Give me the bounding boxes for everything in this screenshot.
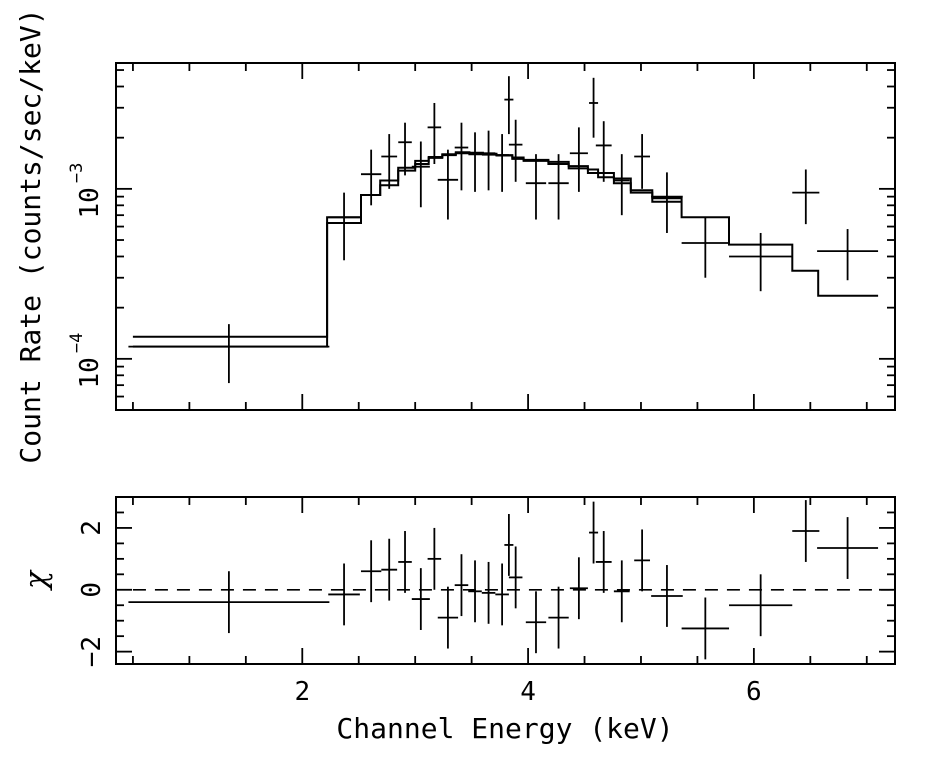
data-point <box>525 154 547 220</box>
residual-point <box>504 514 514 576</box>
data-point <box>360 149 382 206</box>
x-tick-labels: 2 4 6 <box>294 677 761 707</box>
residual-point <box>454 554 469 617</box>
y-tick-label-exponent: −4 <box>67 333 87 353</box>
residual-point <box>427 527 442 590</box>
residual-point <box>411 568 430 630</box>
residual-ticks <box>116 496 895 664</box>
data-point <box>495 134 509 192</box>
residual-point <box>613 560 630 623</box>
spectrum-y-tick-labels: 10−410−3 <box>67 163 105 389</box>
residual-point <box>651 565 683 627</box>
y-tick-label: 10−4 <box>67 333 105 389</box>
spectrum-panel-frame <box>115 62 896 411</box>
residual-point <box>481 561 496 624</box>
residual-point <box>681 597 730 660</box>
residual-point <box>817 517 879 579</box>
model-b-step-line <box>132 151 682 348</box>
spectrum-models <box>132 151 879 348</box>
residual-point <box>128 571 330 634</box>
residual-y-axis-label: χ <box>19 569 54 591</box>
spectrum-data-points <box>128 76 879 384</box>
residual-point <box>437 586 459 649</box>
data-point <box>128 324 330 384</box>
residual-panel-frame <box>115 496 896 665</box>
data-point <box>651 172 683 233</box>
data-point <box>634 134 651 189</box>
data-point <box>481 130 496 191</box>
y-tick-label: 2 <box>77 520 107 536</box>
data-point <box>589 77 599 138</box>
data-point <box>328 192 360 261</box>
residual-point <box>360 540 382 603</box>
data-point <box>437 149 459 220</box>
data-point <box>398 122 412 176</box>
model-a-step-line <box>132 152 879 338</box>
data-point <box>468 132 482 192</box>
residual-point <box>589 501 599 564</box>
spectrum-ticks <box>116 63 895 411</box>
spectrum-y-axis-label: Count Rate (counts/sec/keV) <box>14 8 47 463</box>
residual-point <box>634 529 651 592</box>
data-point <box>411 141 430 208</box>
x-axis-label: Channel Energy (keV) <box>336 712 673 745</box>
data-point <box>817 229 879 281</box>
data-point <box>548 154 569 220</box>
y-tick-label-base: 10 <box>75 187 105 218</box>
y-tick-label-exponent: −3 <box>67 163 87 183</box>
residual-point <box>525 591 547 654</box>
x-tick-label: 2 <box>294 677 310 707</box>
residual-point <box>548 586 569 649</box>
data-point <box>681 217 730 278</box>
residual-point <box>569 557 588 620</box>
residual-point <box>792 500 820 562</box>
residual-point <box>328 563 360 626</box>
y-tick-label: 10−3 <box>67 163 105 219</box>
data-point <box>454 122 469 191</box>
residual-point <box>729 574 793 637</box>
data-point <box>381 134 398 189</box>
residual-y-tick-labels: −2 0 2 <box>77 520 107 667</box>
data-point <box>595 121 612 182</box>
residual-data-points <box>128 500 879 660</box>
residual-point <box>595 531 612 593</box>
data-point <box>427 102 442 165</box>
data-point <box>729 232 793 292</box>
x-tick-label: 4 <box>520 677 536 707</box>
residual-point <box>398 531 412 593</box>
data-point <box>508 119 523 182</box>
residual-point <box>468 560 482 623</box>
data-point <box>613 154 630 216</box>
y-tick-label-base: 10 <box>75 357 105 388</box>
y-tick-label: 0 <box>77 582 107 598</box>
data-point <box>504 76 514 135</box>
y-tick-label: −2 <box>77 636 107 667</box>
residual-point <box>495 563 509 626</box>
data-point <box>792 169 820 225</box>
residual-point <box>381 538 398 601</box>
data-point <box>569 127 588 192</box>
x-tick-label: 6 <box>746 677 762 707</box>
residual-point <box>508 546 523 609</box>
